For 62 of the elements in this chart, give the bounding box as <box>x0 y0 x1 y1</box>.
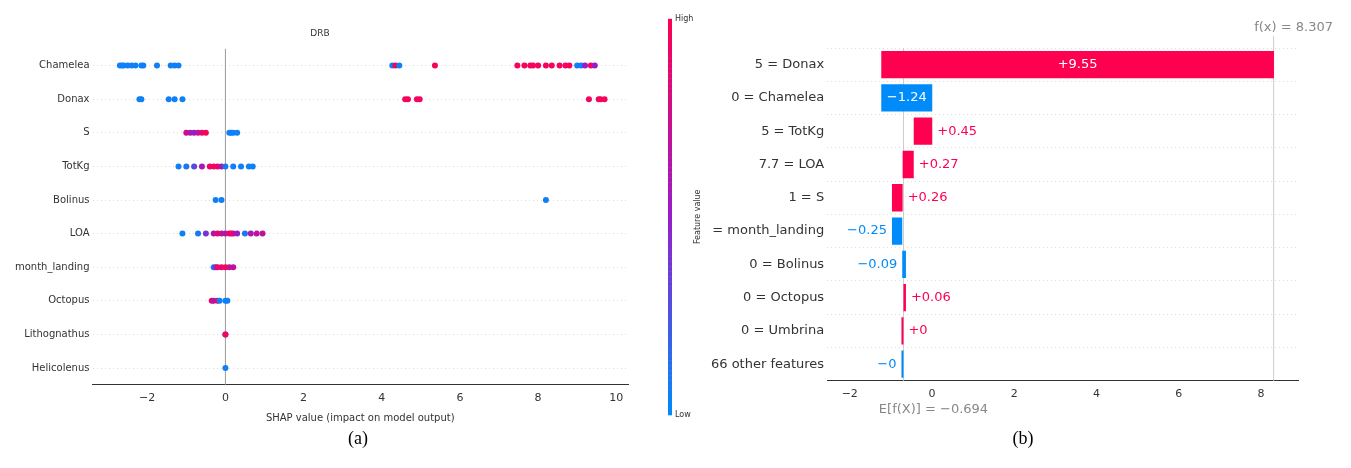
x-tick-label: 4 <box>378 391 386 405</box>
data-label: +0.45 <box>937 122 978 138</box>
y-tick-label: 66 other features <box>710 355 825 371</box>
bar <box>902 150 914 179</box>
x-tick-label: 0 <box>221 391 229 405</box>
x-tick-label: −2 <box>139 391 156 405</box>
color-bar-label: High <box>675 13 694 23</box>
data-label: −0.09 <box>857 255 898 271</box>
x-tick-label: 2 <box>1010 387 1018 401</box>
x-tick-label: 10 <box>609 391 624 405</box>
ref-line-label: f(x) = 8.307 <box>1254 18 1334 34</box>
y-tick-label: Helicolenus <box>31 361 90 373</box>
chart-title: DRB <box>310 27 330 38</box>
data-label: −1.24 <box>886 89 927 105</box>
x-tick-label: 8 <box>534 391 542 405</box>
bar <box>901 317 904 345</box>
x-tick-label: 6 <box>456 391 464 405</box>
x-tick-label: −2 <box>841 387 858 401</box>
y-tick-label: Donax <box>57 92 90 104</box>
y-tick-label: 1 = S <box>788 189 825 205</box>
y-tick-label: 7.7 = LOA <box>758 155 825 171</box>
y-tick-label: Chamelea <box>39 59 90 71</box>
bar <box>901 350 904 378</box>
data-label: −0.25 <box>847 222 887 238</box>
y-tick-label: 0 = Umbrina <box>741 322 825 338</box>
data-label: +0 <box>908 322 928 338</box>
x-tick-label: 2 <box>300 391 308 405</box>
y-tick-label: 0 = Chamelea <box>731 89 825 105</box>
y-tick-label: Bolinus <box>53 193 90 205</box>
y-tick-label: 0 = Bolinus <box>749 255 825 271</box>
y-tick-label: 5 = Donax <box>754 56 825 72</box>
data-label: −0 <box>877 355 897 371</box>
bar <box>902 250 906 278</box>
x-tick-label: 6 <box>1175 387 1183 401</box>
color-bar-label: Low <box>675 409 692 419</box>
bar <box>891 217 903 245</box>
x-axis-title: SHAP value (impact on model output) <box>265 411 455 423</box>
x-tick-label: 4 <box>1093 387 1100 401</box>
bar <box>903 283 906 312</box>
bar <box>913 117 933 145</box>
data-label: +0.06 <box>910 288 951 304</box>
bar <box>891 184 903 212</box>
y-tick-label: TotKg <box>61 159 90 171</box>
bar <box>881 84 933 112</box>
y-tick-label: Octopus <box>48 294 90 306</box>
data-label: +0.27 <box>918 155 959 171</box>
bar <box>881 51 1274 79</box>
x-tick-label: 0 <box>928 387 936 401</box>
ref-line-label: E[f(X)] = −0.694 <box>878 400 989 416</box>
text: (b) <box>1011 428 1035 449</box>
data-label: +9.55 <box>1057 56 1098 72</box>
y-tick-label: S <box>83 126 90 138</box>
y-tick-label: = month_landing <box>712 222 825 238</box>
y-tick-label: LOA <box>69 227 90 239</box>
text: (a) <box>347 428 369 449</box>
x-tick-label: 8 <box>1257 387 1265 401</box>
y-tick-label: 5 = TotKg <box>761 122 825 138</box>
color-bar-title: Feature value <box>693 189 703 245</box>
y-tick-label: 0 = Octopus <box>743 288 825 304</box>
data-label: +0.26 <box>907 189 948 205</box>
y-tick-label: month_landing <box>15 260 90 273</box>
y-tick-label: Lithognathus <box>24 327 90 339</box>
